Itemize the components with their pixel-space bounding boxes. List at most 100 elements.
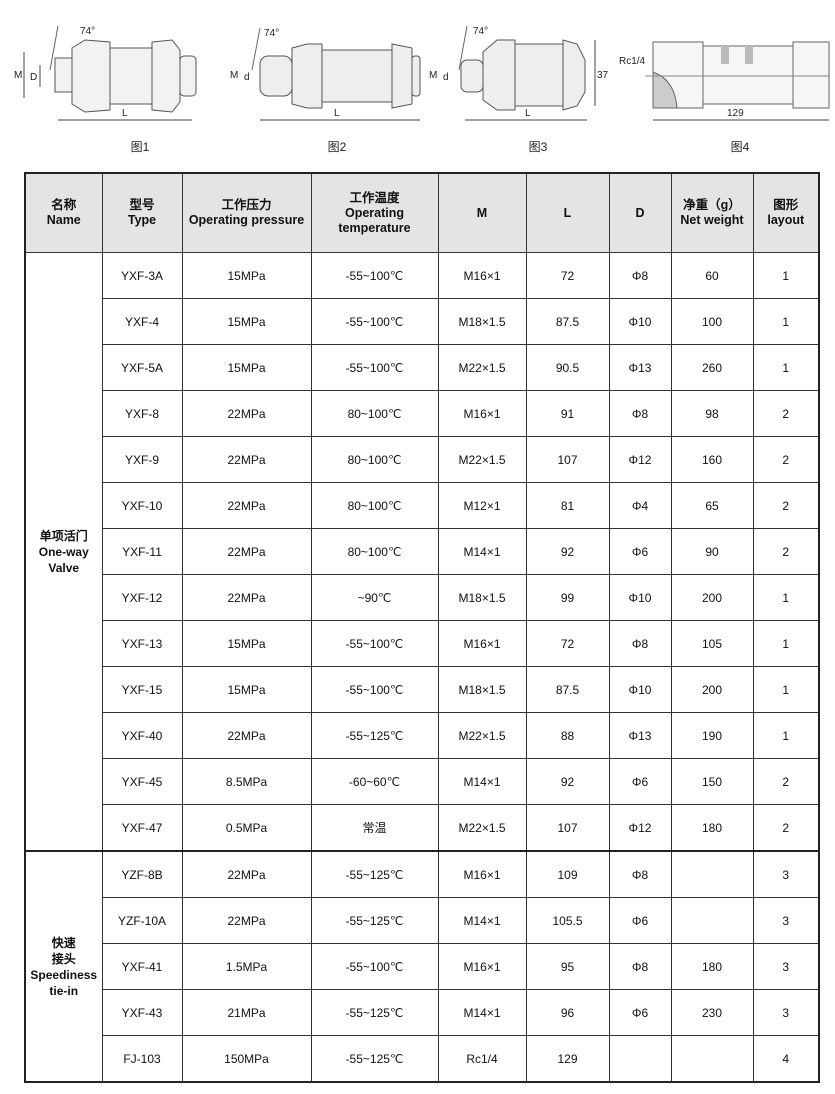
group-name: One-way [38, 544, 89, 559]
table-cell: YXF-3A [101, 252, 183, 299]
table-cell: 92 [525, 758, 610, 805]
table-cell: 22MPa [181, 528, 312, 575]
table-cell [670, 850, 754, 898]
thread-label: Rc1/4 [619, 56, 646, 67]
table-cell: 1 [752, 574, 820, 621]
table-row: YXF-10 22MPa 80~100℃ M12×1 81 Φ4 65 2 [25, 482, 820, 529]
table-cell: Φ6 [608, 528, 672, 575]
table-cell: 15MPa [181, 620, 312, 667]
table-cell: 1.5MPa [181, 943, 312, 990]
table-cell: 1 [752, 666, 820, 713]
table-row: YXF-8 22MPa 80~100℃ M16×1 91 Φ8 98 2 [25, 390, 820, 437]
table-cell: Φ6 [608, 989, 672, 1036]
table-cell: 2 [752, 528, 820, 575]
table-cell: 200 [670, 666, 754, 713]
header-en: M [476, 205, 488, 220]
table-cell: 98 [670, 390, 754, 437]
header-cn: 净重（g） [683, 198, 741, 212]
table-cell [670, 1035, 754, 1083]
length-label: L [122, 108, 128, 119]
table-cell: M14×1 [437, 758, 527, 805]
table-cell: Rc1/4 [437, 1035, 527, 1083]
table-cell: YXF-4 [101, 298, 183, 345]
table-cell: M12×1 [437, 482, 527, 529]
table-cell: -55~125℃ [310, 712, 439, 759]
header-en: Type [127, 213, 157, 227]
table-cell: 180 [670, 804, 754, 852]
table-cell: 80~100℃ [310, 390, 439, 437]
table-cell: M14×1 [437, 989, 527, 1036]
table-cell: 8.5MPa [181, 758, 312, 805]
group-name: tie-in [49, 983, 79, 998]
table-cell: 230 [670, 989, 754, 1036]
header-cn: 名称 [51, 198, 77, 212]
table-cell: 1 [752, 344, 820, 391]
table-cell: M22×1.5 [437, 344, 527, 391]
table-cell: M18×1.5 [437, 574, 527, 621]
table-cell: 2 [752, 804, 820, 852]
table-header-row: 名称 Name 型号 Type 工作压力 Operating pressure 工作温度 Op… [24, 172, 820, 253]
table-cell: 80~100℃ [310, 482, 439, 529]
table-cell: -55~100℃ [310, 666, 439, 713]
table-cell: 105 [670, 620, 754, 667]
column-header: D [608, 172, 672, 253]
table-cell: ~90℃ [310, 574, 439, 621]
table-cell: YXF-8 [101, 390, 183, 437]
header-en: Operating pressure [188, 213, 305, 227]
table-cell: M14×1 [437, 528, 527, 575]
angle-label: 74° [80, 26, 95, 37]
figure-2-caption: 图2 [327, 140, 347, 154]
table-row: YXF-4 15MPa -55~100℃ M18×1.5 87.5 Φ10 100 1 [25, 298, 820, 345]
table-cell: Φ6 [608, 897, 672, 944]
table-cell: 2 [752, 482, 820, 529]
table-cell: M14×1 [437, 897, 527, 944]
table-cell: Φ13 [608, 712, 672, 759]
dimension-label: M [429, 70, 437, 81]
table-cell: 87.5 [525, 298, 610, 345]
table-cell: YXF-13 [101, 620, 183, 667]
table-cell: 90 [670, 528, 754, 575]
figure-3-caption: 图3 [528, 140, 548, 154]
table-cell: 81 [525, 482, 610, 529]
column-header: 名称 Name [24, 172, 103, 253]
table-cell: 80~100℃ [310, 436, 439, 483]
table-cell: YXF-45 [101, 758, 183, 805]
table-cell: 107 [525, 436, 610, 483]
table-cell: 3 [752, 943, 820, 990]
table-row: YXF-13 15MPa -55~100℃ M16×1 72 Φ8 105 1 [25, 620, 820, 667]
table-row: YXF-12 22MPa ~90℃ M18×1.5 99 Φ10 200 1 [25, 574, 820, 621]
table-cell: 96 [525, 989, 610, 1036]
table-cell: 22MPa [181, 390, 312, 437]
table-cell: YXF-43 [101, 989, 183, 1036]
table-cell: 1 [752, 620, 820, 667]
table-row: FJ-103 150MPa -55~125℃ Rc1/4 129 4 [25, 1035, 820, 1083]
header-en: layout [767, 213, 805, 227]
table-cell: 15MPa [181, 344, 312, 391]
table-cell: 91 [525, 390, 610, 437]
table-cell: 21MPa [181, 989, 312, 1036]
table-cell: 150 [670, 758, 754, 805]
table-cell: FJ-103 [101, 1035, 183, 1083]
table-cell: YXF-40 [101, 712, 183, 759]
table-cell: 109 [525, 850, 610, 898]
table-cell: 3 [752, 897, 820, 944]
table-cell: Φ12 [608, 436, 672, 483]
table-cell: 1 [752, 252, 820, 299]
table-cell: 1 [752, 298, 820, 345]
dimension-label: D [30, 72, 37, 83]
table-cell [608, 1035, 672, 1083]
dimension-label: M [230, 70, 238, 81]
table-cell: M18×1.5 [437, 298, 527, 345]
header-cn: 型号 [129, 198, 155, 212]
table-cell: 22MPa [181, 436, 312, 483]
length-label: L [525, 108, 531, 119]
table-cell: Φ8 [608, 943, 672, 990]
column-header: 净重（g） Net weight [670, 172, 754, 253]
table-row: YXF-43 21MPa -55~125℃ M14×1 96 Φ6 230 3 [25, 989, 820, 1036]
table-cell: M16×1 [437, 390, 527, 437]
group-name-cell: 快速 接头 Speediness tie-in [24, 850, 103, 1083]
table-cell: 100 [670, 298, 754, 345]
table-row: YXF-47 0.5MPa 常温 M22×1.5 107 Φ12 180 2 [25, 804, 820, 852]
header-en: Operating temperature [338, 205, 411, 235]
table-cell: YXF-12 [101, 574, 183, 621]
